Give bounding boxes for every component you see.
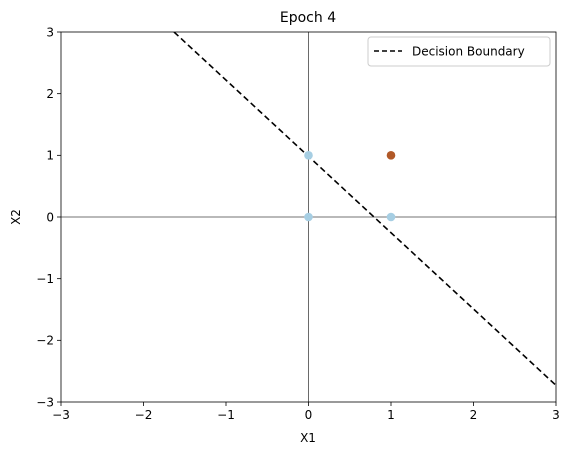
- x-axis-label: X1: [300, 431, 316, 445]
- y-tick-label: −1: [36, 272, 54, 286]
- plot-area: [60, 31, 557, 403]
- legend-boundary-label: Decision Boundary: [412, 45, 525, 59]
- y-tick-label: −3: [36, 395, 54, 409]
- data-point: [386, 151, 396, 160]
- y-tick-label: 0: [46, 210, 54, 224]
- x-tick-label: −3: [52, 408, 70, 422]
- data-point: [386, 212, 396, 222]
- axis-ticks: −3 −2 −1 0 1 2 3 −3 −2 −1 0 1 2 3: [36, 25, 560, 422]
- y-tick-label: 2: [46, 87, 54, 101]
- data-point: [304, 212, 313, 222]
- x-tick-label: 3: [552, 408, 560, 422]
- data-point: [304, 151, 313, 160]
- legend: Decision Boundary: [367, 36, 551, 67]
- decision-boundary-line: [173, 32, 556, 386]
- x-tick-label: 2: [470, 408, 478, 422]
- y-tick-label: 1: [46, 149, 54, 163]
- y-tick-label: −2: [36, 334, 54, 348]
- x-tick-label: 1: [387, 408, 395, 422]
- chart-title: Epoch 4: [280, 10, 336, 26]
- x-tick-label: −2: [135, 408, 153, 422]
- legend-box: [367, 36, 551, 67]
- y-tick-label: 3: [46, 25, 54, 39]
- x-tick-label: 0: [305, 408, 313, 422]
- x-tick-label: −1: [217, 408, 235, 422]
- y-axis-label: X2: [9, 209, 23, 225]
